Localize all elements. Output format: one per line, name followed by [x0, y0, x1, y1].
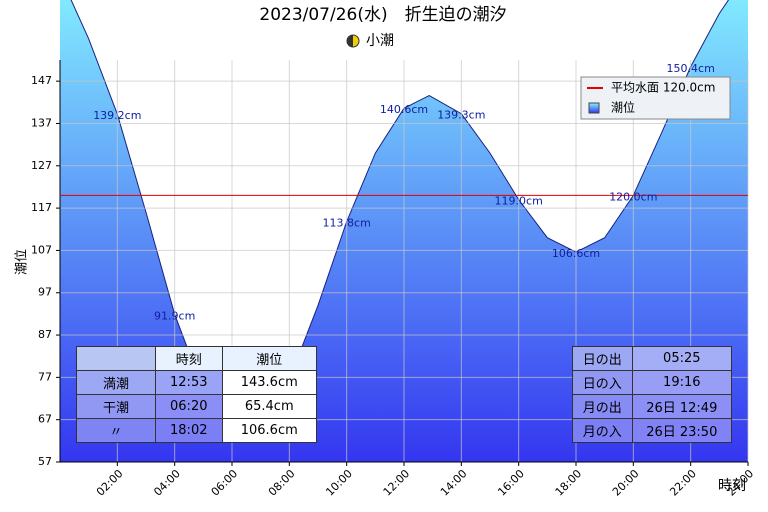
moon-shadow: [347, 35, 353, 47]
row-label: 干潮: [76, 394, 156, 419]
data-label: 150.4cm: [667, 62, 715, 75]
legend-label: 潮位: [611, 100, 635, 115]
x-tick-label: 16:00: [495, 467, 527, 499]
y-tick-label: 97: [38, 286, 52, 299]
x-tick-label: 06:00: [209, 467, 241, 499]
data-label: 140.6cm: [380, 103, 428, 116]
data-label: 139.3cm: [437, 109, 485, 122]
y-axis-label: 潮位: [15, 249, 30, 275]
row-label: 月の入: [572, 418, 633, 443]
cell: 18:02: [155, 418, 223, 443]
data-label: 106.6cm: [552, 247, 600, 260]
data-label: 91.9cm: [154, 309, 195, 322]
cell: 05:25: [631, 346, 733, 371]
x-tick-label: 08:00: [266, 467, 298, 499]
data-label: 113.8cm: [323, 217, 371, 230]
y-tick-label: 87: [38, 328, 52, 341]
cell: 26日 12:49: [631, 394, 733, 419]
x-tick-label: 22:00: [667, 467, 699, 499]
cell: 143.6cm: [221, 370, 317, 395]
cell: 106.6cm: [221, 418, 317, 443]
data-label: 139.2cm: [93, 109, 141, 122]
row-label: 満潮: [76, 370, 156, 395]
row-label: 月の出: [572, 394, 633, 419]
x-tick-label: 18:00: [553, 467, 585, 499]
x-axis-label: 時刻: [718, 478, 746, 494]
corner: [76, 346, 156, 371]
x-tick-label: 04:00: [151, 467, 183, 499]
header-cell: 潮位: [221, 346, 317, 371]
y-tick-label: 147: [31, 74, 52, 87]
x-tick-label: 12:00: [381, 467, 413, 499]
y-tick-label: 127: [31, 159, 52, 172]
row-label: 日の入: [572, 370, 633, 395]
row-label: 〃: [76, 418, 156, 443]
y-tick-label: 137: [31, 116, 52, 129]
legend-label: 平均水面 120.0cm: [611, 81, 715, 95]
cell: 12:53: [155, 370, 223, 395]
tide-table: 時刻 潮位 満潮 12:53 143.6cm 干潮 06:20 65.4cm 〃 18:02…: [76, 346, 317, 443]
sun-moon-table: 日の出 05:25 日の入 19:16 月の出 26日 12:49 月の入 26日 23…: [572, 346, 733, 443]
legend-swatch: [588, 102, 600, 114]
y-tick-label: 57: [38, 455, 52, 468]
tide-line: [70, 0, 730, 427]
row-label: 日の出: [572, 346, 633, 371]
data-label: 120.0cm: [609, 190, 657, 203]
x-tick-label: 14:00: [438, 467, 470, 499]
x-tick-label: 02:00: [94, 467, 126, 499]
cell: 19:16: [631, 370, 733, 395]
y-tick-label: 107: [31, 243, 52, 256]
y-tick-label: 117: [31, 201, 52, 214]
data-label: 119.0cm: [495, 195, 543, 208]
x-tick-label: 20:00: [610, 467, 642, 499]
y-tick-label: 77: [38, 370, 52, 383]
y-tick-label: 67: [38, 413, 52, 426]
chart-title: 2023/07/26(水) 折生迫の潮汐: [259, 5, 506, 25]
subtitle: 小潮: [366, 33, 394, 49]
legend-box: [580, 76, 731, 120]
cell: 65.4cm: [221, 394, 317, 419]
cell: 06:20: [155, 394, 223, 419]
header-cell: 時刻: [155, 346, 223, 371]
cell: 26日 23:50: [631, 418, 733, 443]
x-tick-label: 10:00: [323, 467, 355, 499]
